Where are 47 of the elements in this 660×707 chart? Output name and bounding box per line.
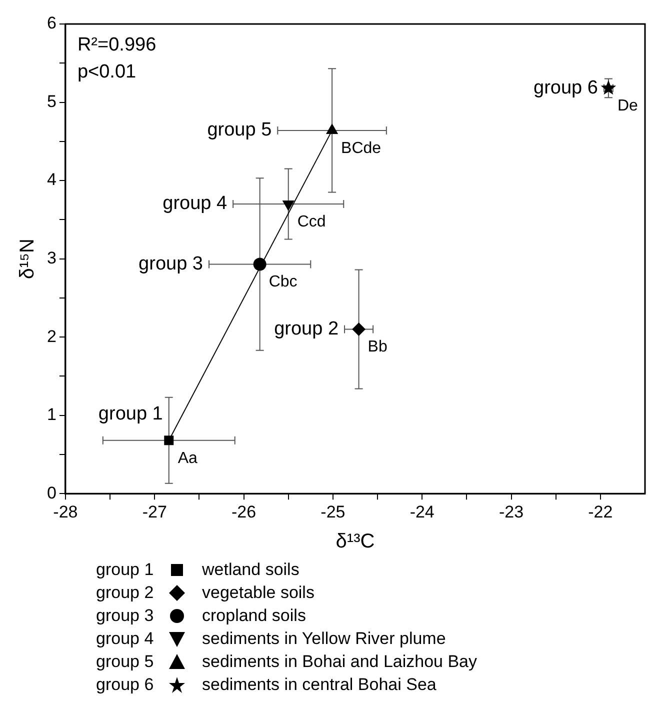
text: group 1 bbox=[98, 404, 163, 425]
annotation: De bbox=[617, 98, 638, 115]
y-tick-label: 4 bbox=[46, 170, 56, 190]
x-axis-title: δ¹³C bbox=[336, 530, 375, 553]
annotation: Ccd bbox=[297, 213, 326, 230]
text: group 4 bbox=[162, 193, 228, 214]
annotation: R²=0.996 bbox=[77, 34, 156, 56]
x-tick-label: -23 bbox=[498, 502, 524, 522]
text: wetland soils bbox=[202, 559, 300, 581]
text: group 6 bbox=[534, 77, 598, 98]
legend-label: group 6 bbox=[96, 674, 155, 696]
text: sediments in Bohai and Laizhou Bay bbox=[202, 651, 478, 673]
y-tick-label: 2 bbox=[46, 326, 56, 346]
text: vegetable soils bbox=[202, 582, 314, 604]
text: sediments in central Bohai Sea bbox=[202, 674, 436, 696]
y-tick-label: 1 bbox=[46, 405, 56, 424]
x-tick-label: -27 bbox=[142, 502, 167, 522]
point bbox=[326, 124, 338, 134]
text: sediments in Yellow River plume bbox=[202, 628, 446, 650]
text: cropland soils bbox=[202, 605, 306, 627]
x-tick-label: -26 bbox=[231, 502, 256, 522]
y-tick-label: 5 bbox=[46, 92, 56, 111]
x-tick-label: -24 bbox=[410, 502, 434, 522]
annotation: BCde bbox=[341, 140, 382, 157]
text: group 5 bbox=[207, 120, 272, 141]
y-axis-title: δ¹⁵N bbox=[16, 238, 39, 280]
annotation: p<0.01 bbox=[77, 62, 136, 83]
point bbox=[600, 80, 616, 95]
x-tick-label: -28 bbox=[53, 502, 78, 522]
text: group 2 bbox=[274, 318, 339, 340]
annotation: Bb bbox=[368, 338, 388, 356]
legend-label: group 2 bbox=[96, 582, 155, 604]
y-tick-label: 6 bbox=[46, 14, 56, 33]
text: group 3 bbox=[138, 254, 204, 275]
annotation: Aa bbox=[178, 450, 198, 467]
point bbox=[352, 322, 366, 336]
y-tick-label: 0 bbox=[46, 483, 56, 502]
x-tick-label: -22 bbox=[588, 502, 613, 522]
y-tick-label: 3 bbox=[46, 248, 56, 268]
legend-label: group 1 bbox=[96, 559, 155, 581]
x-tick-label: -25 bbox=[320, 502, 346, 522]
point bbox=[253, 258, 266, 271]
annotation: Cbc bbox=[268, 274, 298, 291]
legend-label: group 5 bbox=[96, 651, 155, 673]
legend-label: group 4 bbox=[96, 628, 155, 650]
legend-label: group 3 bbox=[96, 605, 155, 627]
point bbox=[164, 436, 174, 446]
